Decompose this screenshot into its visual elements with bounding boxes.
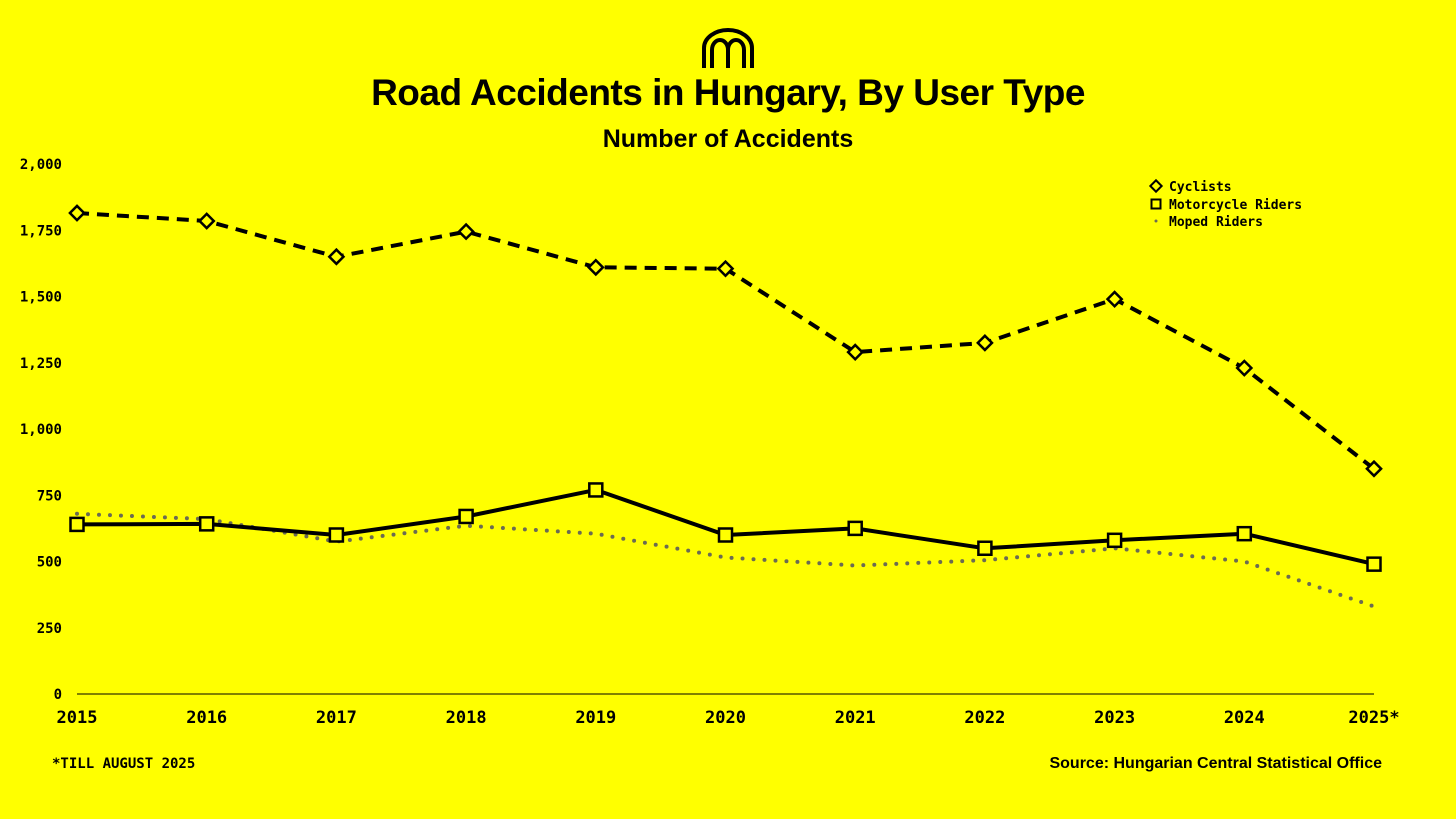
data-point-motorcycle-riders: [1106, 532, 1123, 549]
x-tick-label: 2015: [57, 708, 98, 728]
x-tick-label: 2018: [446, 708, 487, 728]
series-line-moped-riders: [75, 511, 1376, 609]
x-tick-label: 2020: [705, 708, 746, 728]
x-tick-label: 2024: [1224, 708, 1265, 728]
brand-arch-logo-icon: [700, 28, 756, 75]
source-note: Source: Hungarian Central Statistical Of…: [1049, 755, 1382, 772]
legend-marker-cyclists: [1148, 178, 1164, 194]
x-tick-label: 2019: [575, 708, 616, 728]
data-point-motorcycle-riders: [458, 508, 474, 525]
y-tick-label: 250: [37, 621, 62, 637]
y-tick-label: 1,250: [20, 356, 62, 372]
x-tick-label: 2016: [186, 708, 227, 728]
data-point-motorcycle-riders: [1366, 556, 1382, 572]
y-tick-label: 1,000: [20, 422, 62, 438]
legend-label: Cyclists: [1169, 180, 1232, 195]
series-line-cyclists: [76, 211, 1376, 471]
data-point-cyclists: [716, 259, 735, 278]
x-tick-label: 2025*: [1348, 708, 1399, 728]
data-point-cyclists: [327, 247, 346, 266]
legend-marker-motorcycle-riders: [1150, 198, 1162, 210]
data-point-motorcycle-riders: [977, 540, 993, 556]
y-tick-label: 500: [37, 555, 62, 571]
data-point-cyclists: [1365, 459, 1383, 478]
y-tick-label: 1,500: [20, 290, 62, 306]
legend-label: Motorcycle Riders: [1169, 198, 1302, 213]
x-tick-label: 2023: [1094, 708, 1135, 728]
legend-marker-moped-riders: [1154, 219, 1158, 223]
data-point-cyclists: [1235, 359, 1254, 377]
data-point-cyclists: [586, 258, 605, 277]
chart-subtitle: Number of Accidents: [602, 125, 854, 153]
footnote: *TILL AUGUST 2025: [52, 756, 196, 772]
y-tick-label: 0: [54, 687, 62, 703]
data-point-motorcycle-riders: [1236, 525, 1253, 542]
data-point-motorcycle-riders: [69, 516, 85, 533]
chart-title: Road Accidents in Hungary, By User Type: [371, 72, 1085, 113]
y-tick-label: 2,000: [20, 157, 62, 173]
data-point-cyclists: [457, 222, 475, 241]
data-point-cyclists: [976, 334, 994, 352]
data-point-motorcycle-riders: [588, 482, 604, 498]
data-point-motorcycle-riders: [717, 527, 734, 543]
data-point-cyclists: [846, 343, 865, 361]
x-tick-label: 2021: [835, 708, 876, 728]
data-point-cyclists: [68, 204, 86, 222]
data-point-cyclists: [1105, 290, 1124, 308]
x-tick-label: 2017: [316, 708, 357, 728]
data-point-motorcycle-riders: [847, 520, 863, 537]
legend-label: Moped Riders: [1169, 215, 1263, 230]
x-tick-label: 2022: [964, 708, 1005, 728]
y-tick-label: 750: [37, 488, 62, 504]
data-point-motorcycle-riders: [328, 527, 345, 543]
series-line-motorcycle-riders: [75, 487, 1376, 567]
data-point-cyclists: [197, 212, 216, 230]
data-point-motorcycle-riders: [198, 516, 215, 532]
y-tick-label: 1,750: [20, 223, 62, 239]
